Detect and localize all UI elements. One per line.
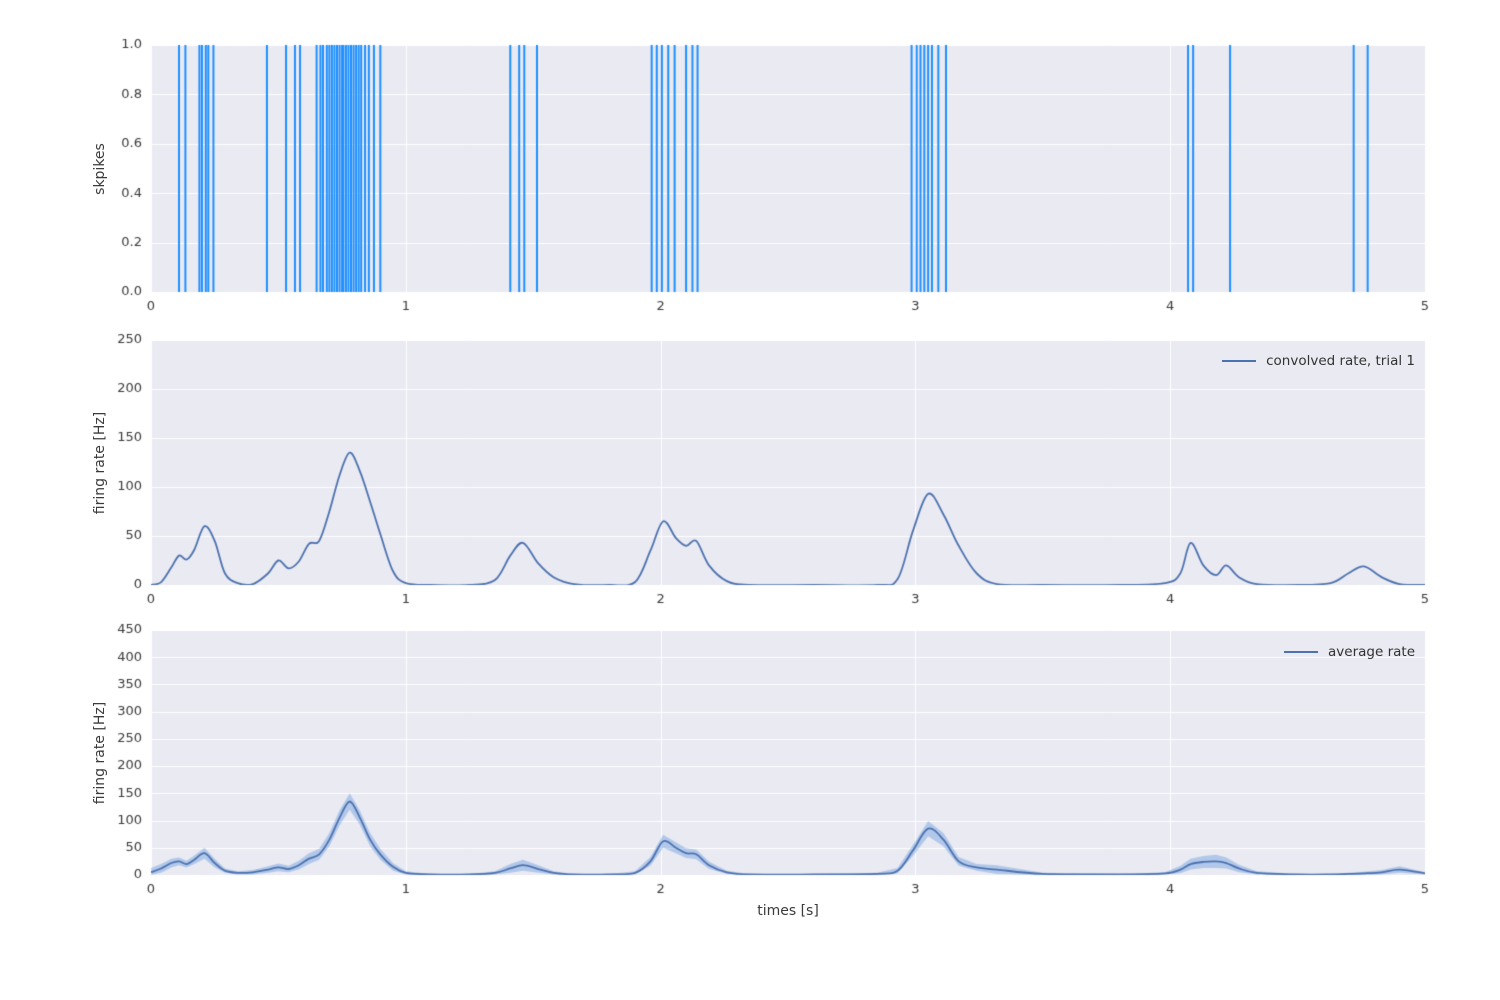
legend-line-sample-icon: [1222, 360, 1257, 362]
legend-label: average rate: [1328, 644, 1415, 660]
legend-label: convolved rate, trial 1: [1266, 353, 1415, 369]
x-axis-label: times [s]: [757, 903, 819, 919]
legend-convolved-rate: convolved rate, trial 1: [1222, 353, 1415, 369]
convolved-rate-plot: [151, 340, 1425, 585]
average-y-axis-label: firing rate [Hz]: [92, 701, 108, 805]
spike-raster-plot: [151, 45, 1425, 292]
legend-line-sample-icon: [1284, 651, 1319, 653]
average-rate-plot: [151, 630, 1425, 875]
raster-y-axis-label: skpikes: [92, 143, 108, 195]
convolved-y-axis-label: firing rate [Hz]: [92, 411, 108, 515]
legend-average-rate: average rate: [1284, 644, 1415, 660]
